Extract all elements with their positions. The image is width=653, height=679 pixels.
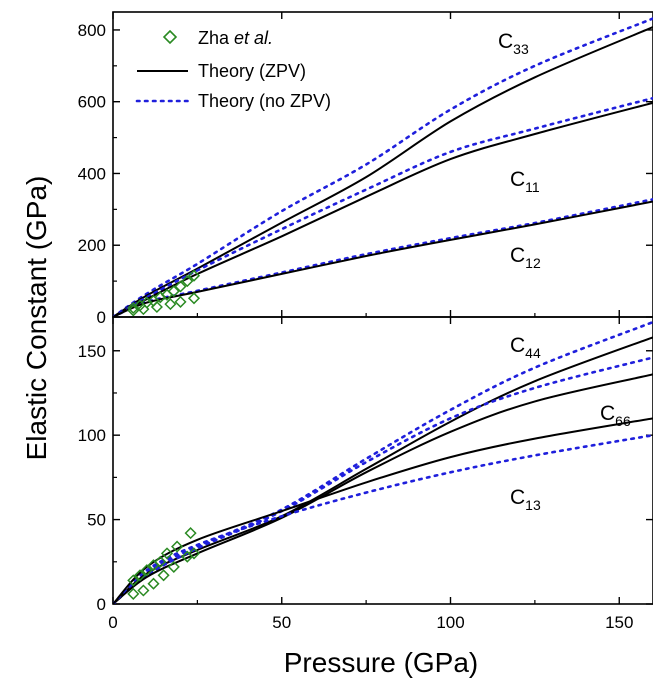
x-tick-label: 50 xyxy=(272,613,291,632)
data-point-zha xyxy=(187,292,201,305)
data-point-zha xyxy=(137,584,150,597)
curve-label-C13: C13 xyxy=(510,486,541,513)
top-y-tick-label: 0 xyxy=(97,308,106,327)
bottom-y-tick-label: 50 xyxy=(87,511,106,530)
data-point-zha xyxy=(174,295,187,308)
legend-label-no-zpv: Theory (no ZPV) xyxy=(198,91,331,111)
data-point-zha xyxy=(160,547,174,560)
data-point-zha xyxy=(127,574,140,587)
top-y-tick-label: 800 xyxy=(78,21,106,40)
bottom-y-tick-label: 100 xyxy=(78,426,106,445)
data-point-zha xyxy=(157,569,170,582)
series-C33-zpv xyxy=(113,26,653,317)
x-tick-label: 0 xyxy=(108,613,117,632)
series-C11-no-zpv xyxy=(113,96,653,317)
data-point-zha xyxy=(184,527,197,540)
data-point-zha xyxy=(147,577,160,590)
data-point-zha xyxy=(150,300,163,314)
series-C12-zpv xyxy=(113,200,653,317)
bottom-panel: 0 50 100 150 0 50 100 150 C44 C66 C13 xyxy=(78,316,653,632)
data-point-zha xyxy=(133,569,147,582)
curve-label-C33: C33 xyxy=(498,30,529,57)
curve-label-C11: C11 xyxy=(510,168,540,195)
data-point-zha xyxy=(167,285,180,298)
legend-marker-zha xyxy=(162,29,178,45)
series-C11-zpv xyxy=(113,101,653,317)
data-point-zha xyxy=(127,587,140,600)
data-point-zha xyxy=(140,564,153,577)
data-point-zha xyxy=(127,304,140,317)
data-point-zha xyxy=(174,280,187,293)
bottom-y-tick-label: 150 xyxy=(78,342,106,361)
series-C66-zpv xyxy=(113,373,653,604)
data-point-zha xyxy=(187,269,201,282)
series-C66-no-zpv xyxy=(113,356,653,604)
top-y-tick-label: 600 xyxy=(78,93,106,112)
legend: Zha et al. Theory (ZPV) Theory (no ZPV) xyxy=(135,28,331,111)
curve-label-C44: C44 xyxy=(510,334,541,361)
legend-label-zpv: Theory (ZPV) xyxy=(198,61,306,81)
series-C33-no-zpv xyxy=(113,17,653,317)
curve-label-C66: C66 xyxy=(600,402,631,429)
top-y-tick-label: 200 xyxy=(78,236,106,255)
x-axis-label: Pressure (GPa) xyxy=(284,647,479,678)
data-point-zha xyxy=(154,555,167,568)
top-y-tick-label: 400 xyxy=(78,164,106,183)
bottom-plot-frame xyxy=(112,316,653,605)
series-C13-no-zpv xyxy=(113,433,653,604)
bottom-y-tick-label: 0 xyxy=(97,595,106,614)
data-point-zha xyxy=(181,275,194,288)
series-C44-no-zpv xyxy=(113,320,653,604)
y-axis-label: Elastic Constant (GPa) xyxy=(21,176,52,461)
data-point-zha xyxy=(187,547,201,560)
x-tick-label: 150 xyxy=(605,613,633,632)
top-panel: 0 200 400 600 800 C33 C11 C12 xyxy=(78,11,653,327)
legend-label-zha: Zha et al. xyxy=(198,28,273,48)
data-point-zha xyxy=(171,540,184,553)
curve-label-C12: C12 xyxy=(510,244,541,271)
data-point-zha xyxy=(167,560,180,573)
data-point-zha xyxy=(164,298,177,311)
data-point-zha xyxy=(137,303,150,316)
x-tick-label: 100 xyxy=(436,613,464,632)
series-C13-zpv xyxy=(113,417,653,604)
